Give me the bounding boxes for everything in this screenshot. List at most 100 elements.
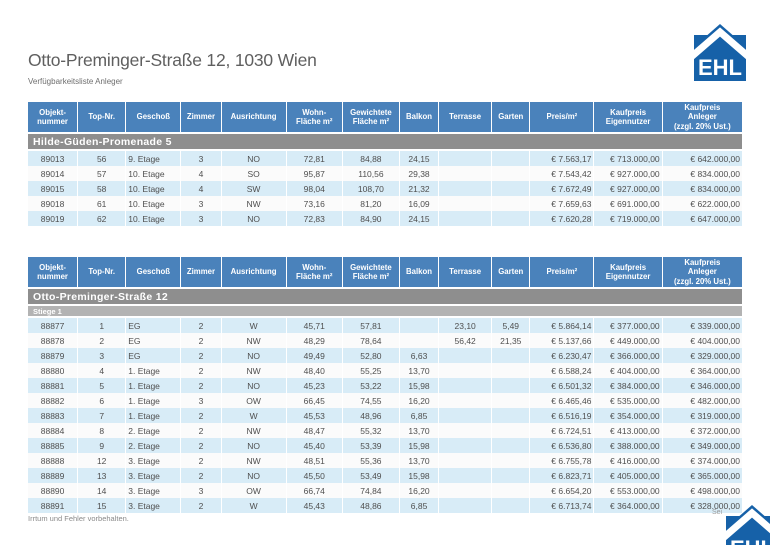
cell-garten (492, 378, 530, 393)
cell-garten (492, 393, 530, 408)
cell-geschoss: 2. Etage (126, 423, 181, 438)
cell-preis-m2: € 7.563,17 (530, 151, 594, 166)
cell-zimmer: 4 (181, 166, 221, 181)
cell-top-nr: 62 (78, 211, 126, 226)
cell-garten (492, 408, 530, 423)
cell-top-nr: 8 (78, 423, 126, 438)
cell-objektnummer: 88883 (28, 408, 78, 423)
cell-objektnummer: 89015 (28, 181, 78, 196)
cell-ausrichtung: NW (221, 423, 286, 438)
cell-balkon: 6,85 (399, 408, 439, 423)
cell-gewichtete-flaeche: 108,70 (342, 181, 399, 196)
cell-objektnummer: 88878 (28, 333, 78, 348)
cell-preis-m2: € 6.713,74 (530, 498, 594, 513)
cell-top-nr: 2 (78, 333, 126, 348)
subsection-title: Stiege 1 (28, 306, 742, 318)
cell-geschoss: 10. Etage (126, 196, 181, 211)
ehl-house-icon: EHL (726, 505, 770, 545)
column-header-zimmer: Zimmer (181, 257, 221, 289)
cell-geschoss: 3. Etage (126, 498, 181, 513)
cell-zimmer: 4 (181, 181, 221, 196)
cell-balkon: 16,09 (399, 196, 439, 211)
cell-garten (492, 423, 530, 438)
cell-geschoss: EG (126, 318, 181, 333)
cell-wohnflaeche: 66,45 (286, 393, 342, 408)
table-header-row: Objekt- nummer Top-Nr. Geschoß Zimmer Ausric… (28, 102, 742, 134)
cell-balkon: 15,98 (399, 468, 439, 483)
cell-geschoss: 3. Etage (126, 453, 181, 468)
cell-terrasse (439, 438, 492, 453)
cell-kaufpreis-eigennutzer: € 927.000,00 (594, 181, 662, 196)
cell-kaufpreis-eigennutzer: € 384.000,00 (594, 378, 662, 393)
cell-top-nr: 57 (78, 166, 126, 181)
subsection-row: Stiege 1 (28, 306, 742, 318)
cell-kaufpreis-anleger: € 349.000,00 (662, 438, 742, 453)
table-row: 88878 2 EG 2 NW 48,29 78,64 56,42 21,35 € 5.137,6… (28, 333, 742, 348)
cell-garten: 21,35 (492, 333, 530, 348)
cell-objektnummer: 89014 (28, 166, 78, 181)
cell-kaufpreis-eigennutzer: € 388.000,00 (594, 438, 662, 453)
column-header-objektnummer: Objekt- nummer (28, 102, 78, 134)
cell-top-nr: 56 (78, 151, 126, 166)
column-header-garten: Garten (492, 257, 530, 289)
cell-balkon (399, 318, 439, 333)
cell-kaufpreis-anleger: € 319.000,00 (662, 408, 742, 423)
cell-terrasse (439, 498, 492, 513)
cell-top-nr: 5 (78, 378, 126, 393)
cell-preis-m2: € 6.501,32 (530, 378, 594, 393)
cell-kaufpreis-anleger: € 404.000,00 (662, 333, 742, 348)
cell-gewichtete-flaeche: 84,90 (342, 211, 399, 226)
column-header-ausrichtung: Ausrichtung (221, 102, 286, 134)
column-header-balkon: Balkon (399, 257, 439, 289)
cell-top-nr: 6 (78, 393, 126, 408)
cell-objektnummer: 88877 (28, 318, 78, 333)
cell-wohnflaeche: 45,43 (286, 498, 342, 513)
cell-balkon: 15,98 (399, 438, 439, 453)
cell-preis-m2: € 6.588,24 (530, 363, 594, 378)
cell-ausrichtung: OW (221, 393, 286, 408)
cell-kaufpreis-eigennutzer: € 405.000,00 (594, 468, 662, 483)
cell-gewichtete-flaeche: 53,22 (342, 378, 399, 393)
cell-ausrichtung: NW (221, 453, 286, 468)
cell-balkon: 21,32 (399, 181, 439, 196)
cell-kaufpreis-anleger: € 328.000,00 (662, 498, 742, 513)
column-header-gewichtete-flaeche: Gewichtete Fläche m² (342, 102, 399, 134)
cell-zimmer: 2 (181, 348, 221, 363)
cell-ausrichtung: W (221, 318, 286, 333)
cell-objektnummer: 88891 (28, 498, 78, 513)
cell-gewichtete-flaeche: 74,84 (342, 483, 399, 498)
cell-objektnummer: 88884 (28, 423, 78, 438)
ehl-house-icon: EHL (694, 24, 746, 81)
cell-objektnummer: 88885 (28, 438, 78, 453)
column-header-top-nr: Top-Nr. (78, 257, 126, 289)
column-header-ausrichtung: Ausrichtung (221, 257, 286, 289)
column-header-garten: Garten (492, 102, 530, 134)
table-row: 88882 6 1. Etage 3 OW 66,45 74,55 16,20 € 6.465,… (28, 393, 742, 408)
cell-ausrichtung: W (221, 498, 286, 513)
cell-zimmer: 3 (181, 211, 221, 226)
cell-garten (492, 483, 530, 498)
column-header-balkon: Balkon (399, 102, 439, 134)
column-header-objektnummer: Objekt- nummer (28, 257, 78, 289)
column-header-wohnflaeche: Wohn- Fläche m² (286, 257, 342, 289)
cell-zimmer: 2 (181, 333, 221, 348)
cell-geschoss: EG (126, 348, 181, 363)
cell-kaufpreis-anleger: € 642.000,00 (662, 151, 742, 166)
table-row: 88879 3 EG 2 NO 49,49 52,80 6,63 € 6.230,47 € 366… (28, 348, 742, 363)
cell-terrasse (439, 348, 492, 363)
column-header-geschoss: Geschoß (126, 257, 181, 289)
table-row: 88891 15 3. Etage 2 W 45,43 48,86 6,85 € 6.713,7… (28, 498, 742, 513)
cell-top-nr: 4 (78, 363, 126, 378)
column-header-top-nr: Top-Nr. (78, 102, 126, 134)
cell-balkon: 29,38 (399, 166, 439, 181)
table-row: 89019 62 10. Etage 3 NO 72,83 84,90 24,15 € 7.62… (28, 211, 742, 226)
cell-kaufpreis-anleger: € 647.000,00 (662, 211, 742, 226)
cell-garten (492, 151, 530, 166)
cell-preis-m2: € 6.465,46 (530, 393, 594, 408)
cell-zimmer: 2 (181, 318, 221, 333)
cell-kaufpreis-anleger: € 622.000,00 (662, 196, 742, 211)
cell-objektnummer: 88890 (28, 483, 78, 498)
cell-balkon: 6,85 (399, 498, 439, 513)
table-row: 88889 13 3. Etage 2 NO 45,50 53,49 15,98 € 6.823… (28, 468, 742, 483)
